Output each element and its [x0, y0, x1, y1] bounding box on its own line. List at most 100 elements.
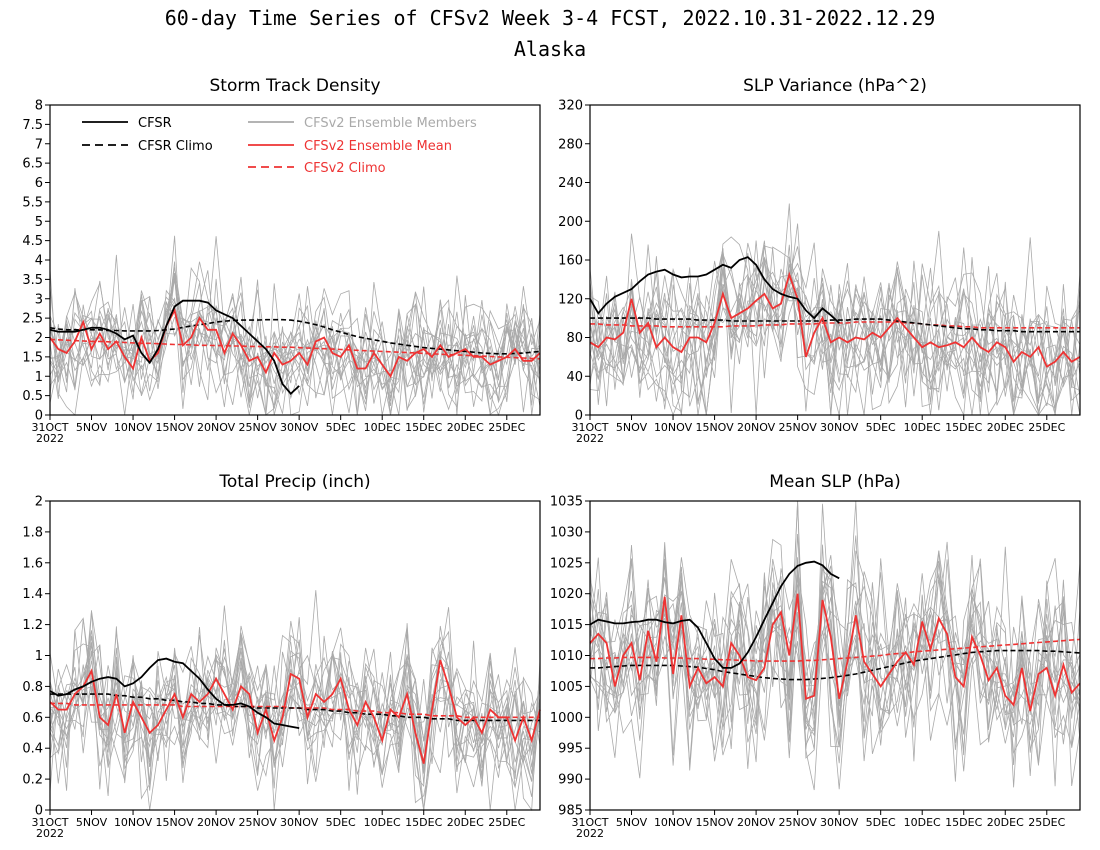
y-tick-label: 6.5 — [22, 157, 43, 172]
legend-label: CFSv2 Climo — [304, 161, 386, 176]
panel-4: Mean SLP (hPa) 985 990 995 1000 1005 1010 1015 1… — [550, 472, 1081, 840]
series-cfsr — [589, 560, 840, 669]
legend: CFSR CFSR Climo CFSv2 Ensemble Members CFSv… — [82, 116, 477, 176]
ensemble-member-line — [589, 253, 1081, 416]
y-tick-label: 1010 — [550, 649, 583, 664]
x-tick-label: 30NOV — [820, 816, 859, 829]
y-tick-label: 120 — [558, 292, 583, 307]
y-tick-label: 1 — [35, 649, 43, 664]
ensemble-members — [589, 203, 1081, 417]
ensemble-member-line — [589, 558, 1081, 766]
x-tick-label: 10NOV — [654, 421, 693, 434]
x-tick-label: 25DEC — [488, 816, 525, 829]
panel-3: Total Precip (inch) 0 0.2 0.4 0.6 0.8 1 1.2 1.4 1… — [22, 472, 541, 840]
ensemble-member-line — [49, 610, 541, 768]
x-tick-label: 30NOV — [280, 421, 319, 434]
y-tick-label: 1.6 — [22, 556, 43, 571]
y-tick-label: 1020 — [550, 587, 583, 602]
y-tick-label: 1.8 — [22, 525, 43, 540]
panel-2: SLP Variance (hPa^2) 0 40 80 120 160 200 240 280… — [558, 76, 1081, 445]
y-tick-label: 985 — [558, 804, 583, 819]
ensemble-member-line — [49, 625, 541, 812]
x-tick-label: 20NOV — [197, 816, 236, 829]
y-tick-label: 1.2 — [22, 618, 43, 633]
x-tick-label: 31OCT — [31, 816, 68, 829]
ensemble-member-line — [589, 245, 1081, 416]
ensemble-member-line — [589, 554, 1081, 779]
y-tick-label: 80 — [566, 331, 583, 346]
x-tick-label: 10DEC — [904, 816, 941, 829]
series-cfsv2-climo — [49, 338, 541, 360]
ensemble-member-line — [49, 617, 541, 811]
series-cfsv2-ensemble-mean — [49, 659, 541, 764]
y-tick-label: 1030 — [550, 525, 583, 540]
x-tick-label: 25DEC — [1028, 421, 1065, 434]
y-tick-label: 1.5 — [22, 350, 43, 365]
x-tick-label: 15DEC — [945, 421, 982, 434]
y-tick-label: 320 — [558, 99, 583, 114]
x-tick-label: 31OCT — [31, 421, 68, 434]
x-tick-label: 20DEC — [447, 421, 484, 434]
ensemble-member-line — [49, 625, 541, 811]
y-tick-label: 7.5 — [22, 118, 43, 133]
y-tick-label: 0.2 — [22, 773, 43, 788]
y-tick-label: 240 — [558, 176, 583, 191]
ensemble-member-line — [49, 235, 541, 414]
x-tick-label: 30NOV — [820, 421, 859, 434]
y-tick-label: 3.5 — [22, 273, 43, 288]
x-tick-label: 5NOV — [616, 816, 648, 829]
panel-title: SLP Variance (hPa^2) — [743, 76, 927, 96]
ensemble-member-line — [49, 280, 541, 416]
ensemble-member-line — [589, 558, 1081, 787]
y-tick-label: 2 — [35, 331, 43, 346]
series-cfsr — [589, 256, 840, 324]
x-tick-label: 20NOV — [737, 421, 776, 434]
ensemble-member-line — [589, 233, 1081, 416]
ensemble-members — [49, 235, 541, 417]
x-tick-label: 20NOV — [737, 816, 776, 829]
x-tick-label: 5NOV — [76, 421, 108, 434]
x-tick-label: 5DEC — [866, 816, 896, 829]
x-tick-label: 25NOV — [779, 816, 818, 829]
ensemble-member-line — [589, 242, 1081, 411]
ensemble-member-line — [589, 500, 1081, 759]
x-tick-label: 10DEC — [364, 816, 401, 829]
y-tick-label: 1025 — [550, 556, 583, 571]
ensemble-member-line — [589, 230, 1081, 406]
x-tick-label: 5DEC — [866, 421, 896, 434]
x-tick-label: 20DEC — [987, 421, 1024, 434]
y-tick-label: 2 — [35, 495, 43, 510]
y-tick-label: 3 — [35, 292, 43, 307]
y-tick-label: 5 — [35, 215, 43, 230]
y-tick-label: 5.5 — [22, 195, 43, 210]
panel-1: Storm Track Density 0 0.5 1 1.5 2 2.5 3 3.5 4 4.5 5… — [22, 76, 541, 445]
ensemble-member-line — [49, 635, 541, 804]
ensemble-member-line — [49, 605, 541, 793]
y-tick-label: 0.8 — [22, 680, 43, 695]
ensemble-member-line — [49, 267, 541, 416]
x-tick-label: 10NOV — [654, 816, 693, 829]
legend-label: CFSR Climo — [138, 139, 213, 154]
x-tick-label: 5NOV — [616, 421, 648, 434]
y-tick-label: 1 — [35, 370, 43, 385]
legend-label: CFSv2 Ensemble Members — [304, 116, 477, 131]
x-tick-label: 20NOV — [197, 421, 236, 434]
y-tick-label: 160 — [558, 254, 583, 269]
y-tick-label: 990 — [558, 773, 583, 788]
series-cfsv2-ensemble-mean — [589, 593, 1081, 712]
y-tick-label: 1000 — [550, 711, 583, 726]
x-tick-label: 15DEC — [405, 816, 442, 829]
ensemble-member-line — [589, 503, 1081, 756]
y-tick-label: 0 — [35, 804, 43, 819]
figure-title: 60-day Time Series of CFSv2 Week 3-4 FCS… — [164, 6, 936, 30]
y-tick-label: 7 — [35, 137, 43, 152]
y-tick-label: 0.5 — [22, 389, 43, 404]
ensemble-member-line — [589, 590, 1081, 769]
y-tick-label: 200 — [558, 215, 583, 230]
y-tick-label: 1035 — [550, 495, 583, 510]
y-tick-label: 4.5 — [22, 234, 43, 249]
ensemble-member-line — [589, 271, 1081, 416]
y-tick-label: 8 — [35, 99, 43, 114]
x-tick-label: 25DEC — [1028, 816, 1065, 829]
